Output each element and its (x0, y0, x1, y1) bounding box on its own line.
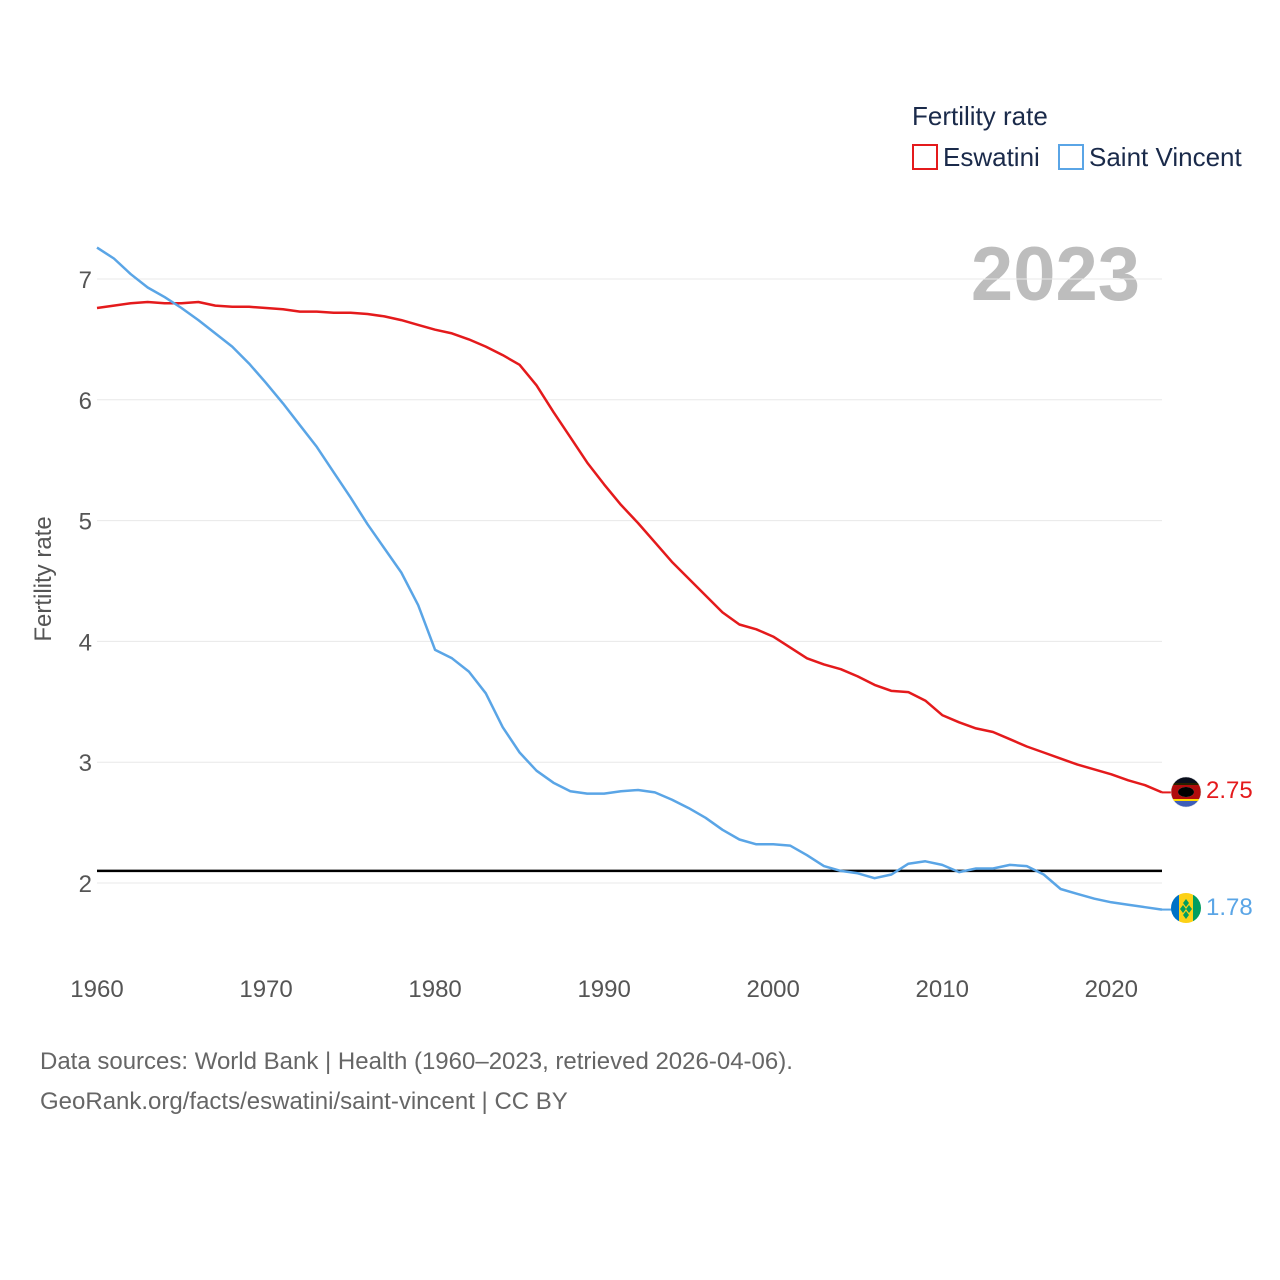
legend: Fertility rate Eswatini Saint Vincent (912, 101, 1243, 172)
series-line-eswatini[interactable] (96, 300, 1163, 794)
x-tick-1960: 1960 (70, 976, 123, 1003)
source-line-1: Data sources: World Bank | Health (1960–… (40, 1048, 793, 1075)
source-line-2: GeoRank.org/facts/eswatini/saint-vincent… (40, 1088, 568, 1115)
y-tick-3: 3 (79, 750, 92, 777)
source-note: Data sources: World Bank | Health (1960–… (40, 1042, 793, 1122)
y-tick-4: 4 (79, 629, 92, 656)
legend-item-eswatini[interactable]: Eswatini (912, 142, 1040, 172)
flag-eswatini-icon (1170, 776, 1202, 808)
flag-saint-vincent-icon (1171, 893, 1201, 923)
gridlines (97, 278, 1162, 884)
legend-swatch-saint-vincent (1058, 144, 1084, 170)
x-tick-1970: 1970 (239, 976, 292, 1003)
x-tick-2000: 2000 (746, 976, 799, 1003)
legend-label-saint-vincent: Saint Vincent (1089, 142, 1243, 172)
legend-swatch-eswatini (912, 144, 938, 170)
y-tick-5: 5 (79, 509, 92, 536)
y-axis-ticks: 2 3 4 5 6 7 (79, 267, 92, 898)
y-tick-2: 2 (79, 871, 92, 898)
year-label: 2023 (971, 232, 1140, 317)
end-label-eswatini: 2.75 (1206, 777, 1253, 804)
y-tick-7: 7 (79, 267, 92, 294)
y-tick-6: 6 (79, 388, 92, 415)
y-axis-label: Fertility rate (30, 516, 57, 641)
legend-item-saint-vincent[interactable]: Saint Vincent (1058, 142, 1243, 172)
series-lines (96, 246, 1172, 911)
legend-label-eswatini: Eswatini (943, 142, 1040, 172)
x-tick-1980: 1980 (408, 976, 461, 1003)
x-tick-2020: 2020 (1085, 976, 1138, 1003)
x-tick-1990: 1990 (577, 976, 630, 1003)
x-axis-ticks: 1960 1970 1980 1990 2000 2010 2020 (70, 976, 1138, 1003)
end-label-saint-vincent: 1.78 (1206, 894, 1253, 921)
legend-title: Fertility rate (912, 101, 1048, 131)
series-line-saint-vincent[interactable] (96, 246, 1163, 911)
x-tick-2010: 2010 (916, 976, 969, 1003)
